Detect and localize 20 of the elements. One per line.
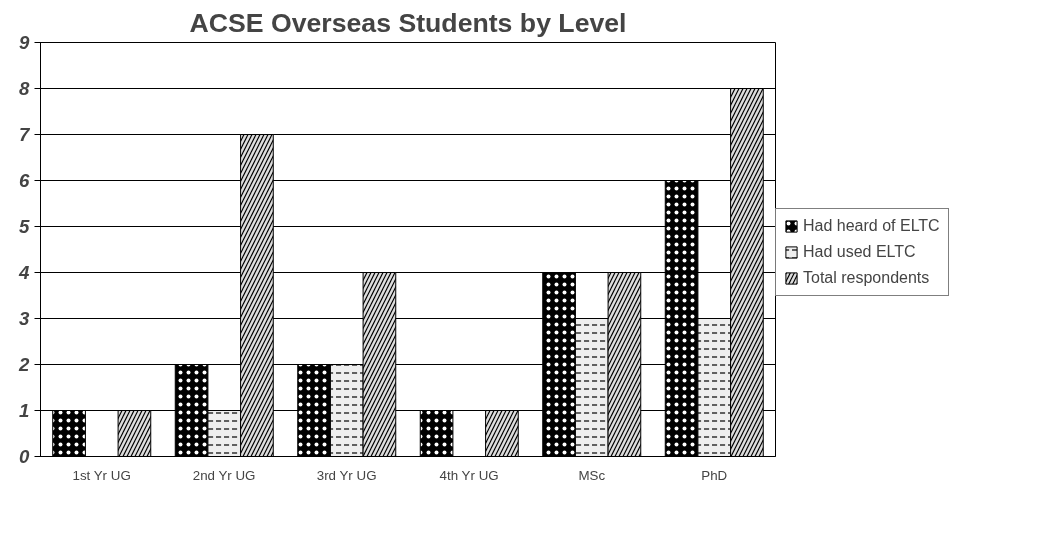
x-tick-label: 3rd Yr UG (316, 467, 377, 483)
y-tick-label: 2 (18, 354, 31, 375)
y-tick-label: 0 (19, 446, 31, 467)
legend-label: Had heard of ELTC (803, 217, 940, 235)
legend-label: Total respondents (803, 269, 930, 287)
y-tick-label: 1 (19, 400, 30, 421)
y-tick-label: 9 (19, 32, 31, 53)
x-tick-label: 1st Yr UG (72, 467, 131, 483)
y-tick-label: 3 (19, 308, 31, 329)
y-tick-label: 6 (19, 170, 31, 191)
y-tick-label: 5 (19, 216, 31, 237)
y-tick-label: 4 (18, 262, 31, 283)
x-tick-label: PhD (701, 467, 728, 483)
chart-title: ACSE Overseas Students by Level (189, 7, 627, 38)
x-tick-label: 4th Yr UG (439, 467, 499, 483)
x-tick-label: MSc (578, 467, 606, 483)
legend-label: Had used ELTC (803, 243, 916, 261)
y-tick-label: 7 (19, 124, 32, 145)
y-tick-label: 8 (19, 78, 31, 99)
x-tick-label: 2nd Yr UG (192, 467, 256, 483)
